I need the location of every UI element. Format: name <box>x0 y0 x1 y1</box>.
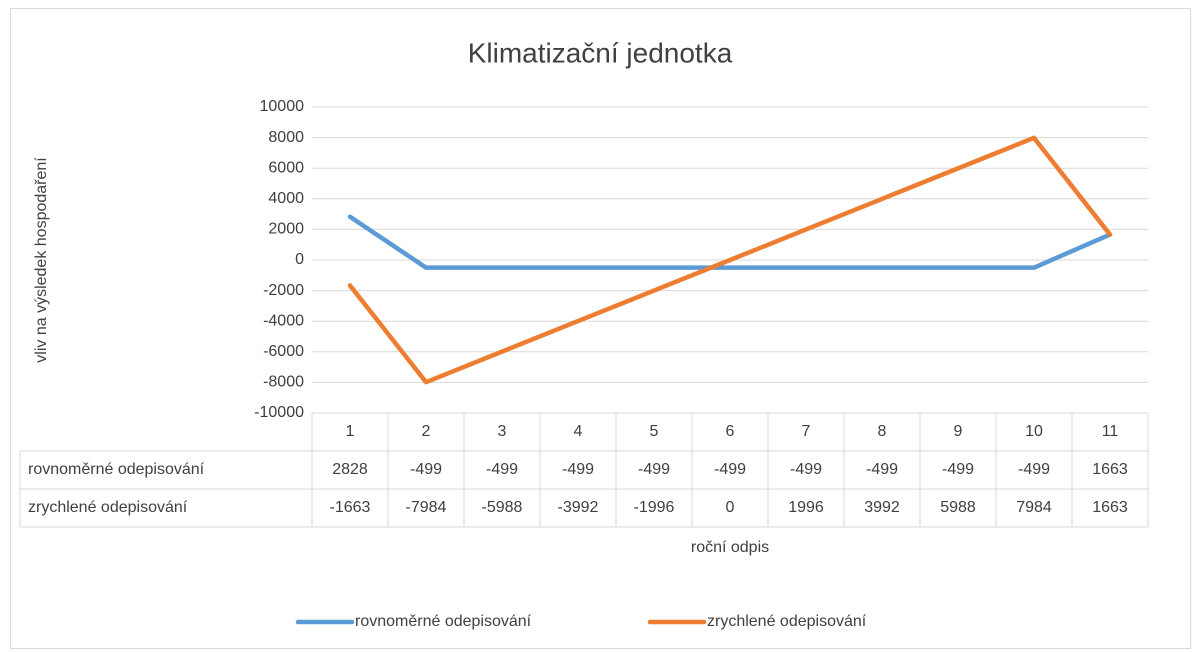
series-line <box>347 135 1113 385</box>
y-tick-label: 6000 <box>268 159 304 176</box>
y-tick-label: 4000 <box>268 190 304 207</box>
table-cell: 7984 <box>1016 499 1052 516</box>
table-row-label: rovnoměrné odepisování <box>28 461 205 478</box>
y-tick-label: 10000 <box>260 98 305 115</box>
table-cell: 1663 <box>1092 499 1128 516</box>
table-cell: -499 <box>1018 461 1050 478</box>
table-cell: -499 <box>714 461 746 478</box>
x-tick-label: 2 <box>422 423 431 440</box>
y-tick-label: 2000 <box>268 221 304 238</box>
x-tick-label: 5 <box>650 423 659 440</box>
y-tick-label: -8000 <box>263 374 304 391</box>
table-cell: -499 <box>866 461 898 478</box>
y-tick-label: 8000 <box>268 129 304 146</box>
table-cell: 0 <box>726 499 735 516</box>
series-line <box>347 214 1113 270</box>
table-cell: -1663 <box>330 499 371 516</box>
table-row-label: zrychlené odepisování <box>28 499 188 516</box>
table-cell: -5988 <box>482 499 523 516</box>
x-tick-label: 10 <box>1025 423 1043 440</box>
x-tick-label: 11 <box>1102 423 1119 440</box>
chart-title: Klimatizační jednotka <box>468 37 733 68</box>
y-tick-label: -2000 <box>263 282 304 299</box>
x-tick-label: 1 <box>346 423 355 440</box>
legend-label: rovnoměrné odepisování <box>355 613 532 630</box>
y-tick-label: 0 <box>295 251 304 268</box>
y-tick-label: -4000 <box>263 312 304 329</box>
x-tick-label: 7 <box>802 423 811 440</box>
x-axis-label: roční odpis <box>691 539 769 556</box>
table-cell: -7984 <box>406 499 447 516</box>
y-tick-label: -10000 <box>254 404 304 421</box>
chart-border <box>10 8 1191 649</box>
table-cell: -499 <box>942 461 974 478</box>
x-tick-label: 6 <box>726 423 735 440</box>
table-cell: -499 <box>638 461 670 478</box>
table-cell: -499 <box>790 461 822 478</box>
x-tick-label: 8 <box>878 423 887 440</box>
table-cell: 5988 <box>940 499 976 516</box>
y-tick-label: -6000 <box>263 343 304 360</box>
y-axis-label: vliv na výsledek hospodaření <box>33 157 50 363</box>
table-cell: -499 <box>486 461 518 478</box>
x-tick-label: 9 <box>954 423 963 440</box>
table-cell: 2828 <box>332 461 368 478</box>
table-cell: 1663 <box>1092 461 1128 478</box>
table-cell: 3992 <box>864 499 900 516</box>
table-cell: 1996 <box>788 499 824 516</box>
table-cell: -499 <box>410 461 442 478</box>
legend-label: zrychlené odepisování <box>707 613 867 630</box>
x-tick-label: 4 <box>574 423 583 440</box>
table-cell: -1996 <box>634 499 675 516</box>
table-cell: -3992 <box>558 499 599 516</box>
table-cell: -499 <box>562 461 594 478</box>
x-tick-label: 3 <box>498 423 507 440</box>
